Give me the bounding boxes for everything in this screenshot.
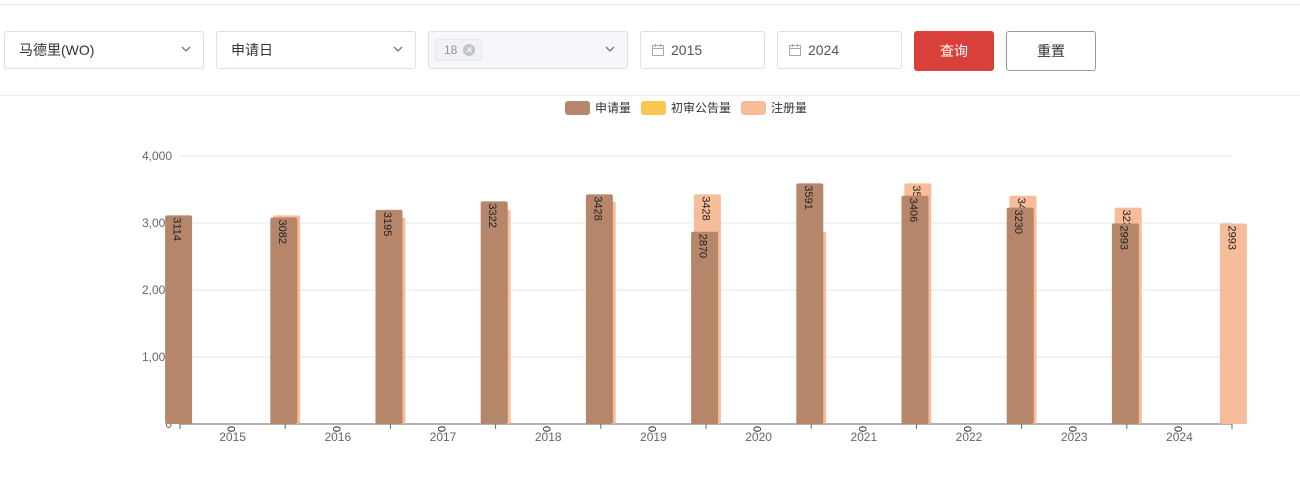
bar-value-label: 2993 (1117, 225, 1129, 249)
bar-0 (1111, 223, 1139, 424)
bar-0 (165, 215, 193, 424)
class-tag: 18 ✕ (435, 39, 483, 61)
x-tick-label: 2018 (535, 430, 562, 444)
chevron-down-icon (393, 44, 403, 54)
bar-value-label: 3322 (486, 203, 498, 227)
query-button[interactable]: 查询 (914, 31, 994, 71)
bar-value-label: 0 (751, 426, 763, 432)
bar-chart: 01,0002,0003,0004,0002015311403114201630… (142, 100, 1247, 444)
class-multi-select[interactable]: 18 ✕ (428, 31, 628, 69)
bar-2 (1219, 223, 1247, 424)
bar-0 (796, 183, 824, 424)
bar-value-label: 0 (435, 426, 447, 432)
end-year-picker[interactable]: 2024 (777, 31, 902, 69)
legend-label: 申请量 (595, 101, 631, 115)
bar-value-label: 3082 (276, 220, 288, 244)
bar-0 (691, 231, 719, 424)
bar-value-label: 2870 (697, 234, 709, 258)
bar-0 (480, 201, 508, 424)
top-divider (0, 4, 1300, 5)
x-tick-label: 2022 (956, 430, 983, 444)
y-tick-label: 4,000 (142, 149, 172, 163)
x-tick-label: 2017 (430, 430, 457, 444)
reset-button[interactable]: 重置 (1006, 31, 1096, 71)
date-type-select[interactable]: 申请日 (216, 31, 416, 69)
end-year-value: 2024 (808, 42, 840, 58)
x-tick-label: 2019 (640, 430, 667, 444)
x-tick-label: 2024 (1166, 430, 1193, 444)
legend-label: 初审公告量 (671, 100, 731, 115)
bar-value-label: 0 (1171, 426, 1183, 432)
bar-value-label: 3428 (699, 196, 711, 220)
y-tick-label: 1,000 (142, 350, 172, 364)
bar-value-label: 0 (961, 426, 973, 432)
bar-value-label: 0 (540, 426, 552, 432)
calendar-icon (788, 43, 802, 57)
bar-value-label: 0 (1066, 426, 1078, 432)
start-year-value: 2015 (671, 42, 703, 58)
bar-value-label: 0 (856, 426, 868, 432)
x-tick-label: 2023 (1061, 430, 1088, 444)
bar-value-label: 2993 (1225, 225, 1237, 249)
bar-value-label: 3591 (802, 185, 814, 209)
legend-swatch (565, 101, 590, 115)
bar-0 (585, 194, 613, 424)
legend-label: 注册量 (771, 100, 807, 115)
section-divider (0, 95, 1300, 96)
date-type-select-value: 申请日 (231, 42, 273, 58)
calendar-icon (651, 43, 665, 57)
bar-value-label: 0 (225, 426, 237, 432)
y-tick-label: 2,000 (142, 283, 172, 297)
region-select[interactable]: 马德里(WO) (4, 31, 204, 69)
chevron-down-icon (181, 44, 191, 54)
region-select-value: 马德里(WO) (19, 42, 95, 58)
x-tick-label: 2016 (324, 430, 351, 444)
tag-close-icon[interactable]: ✕ (463, 44, 476, 56)
bar-0 (1006, 207, 1034, 424)
legend-swatch (641, 101, 666, 115)
x-tick-label: 2021 (850, 430, 877, 444)
bar-value-label: 0 (645, 426, 657, 432)
bar-0 (270, 217, 298, 424)
bar-0 (375, 209, 403, 424)
filter-bar: 马德里(WO) 申请日 18 ✕ 2015 (0, 28, 1300, 72)
x-tick-label: 2015 (219, 430, 246, 444)
start-year-picker[interactable]: 2015 (640, 31, 765, 69)
legend-swatch (741, 101, 766, 115)
bar-value-label: 3428 (591, 196, 603, 220)
x-tick-label: 2020 (745, 430, 772, 444)
class-tag-label: 18 (444, 43, 458, 57)
bar-value-label: 3195 (381, 212, 393, 236)
bar-value-label: 3114 (171, 217, 183, 241)
bar-value-label: 3406 (907, 198, 919, 222)
chevron-down-icon (605, 44, 615, 54)
bar-value-label: 3230 (1012, 210, 1024, 234)
y-tick-label: 3,000 (142, 216, 172, 230)
bar-value-label: 0 (330, 426, 342, 432)
bar-0 (901, 195, 929, 424)
